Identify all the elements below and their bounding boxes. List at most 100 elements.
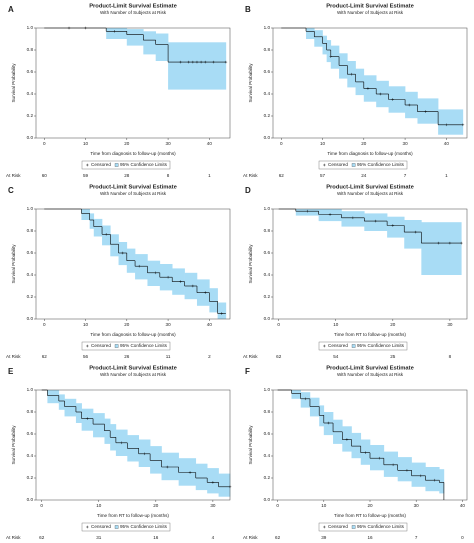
y-axis-title: Survival Probability bbox=[248, 63, 253, 103]
censored-mark bbox=[188, 471, 192, 474]
chart-subtitle: With Number of Subjects at Risk bbox=[337, 191, 404, 196]
y-tick-label: 1.0 bbox=[264, 206, 271, 211]
censored-mark bbox=[154, 271, 158, 275]
censored-mark bbox=[433, 478, 436, 482]
confidence-band bbox=[155, 33, 169, 61]
censored-mark bbox=[407, 103, 411, 107]
y-tick-label: 1.0 bbox=[264, 387, 271, 392]
y-tick-label: 0.2 bbox=[27, 475, 34, 480]
x-tick-label: 0 bbox=[276, 503, 279, 508]
confidence-band bbox=[104, 418, 111, 444]
confidence-band bbox=[178, 458, 197, 486]
confidence-band bbox=[143, 31, 157, 55]
y-tick-label: 0.8 bbox=[264, 47, 271, 52]
legend-censored-symbol bbox=[323, 163, 326, 167]
censored-mark bbox=[137, 264, 141, 268]
chart-subtitle: With Number of Subjects at Risk bbox=[337, 372, 404, 377]
at-risk-value: 11 bbox=[166, 354, 171, 359]
confidence-band bbox=[75, 403, 82, 423]
confidence-band bbox=[309, 397, 320, 417]
at-risk-value: 28 bbox=[124, 173, 130, 178]
confidence-band bbox=[110, 234, 119, 257]
censored-mark bbox=[391, 224, 395, 227]
x-tick-label: 30 bbox=[447, 322, 453, 327]
censored-mark bbox=[179, 60, 182, 64]
legend-censored-symbol bbox=[86, 344, 89, 348]
y-tick-label: 0.2 bbox=[264, 113, 271, 118]
legend-label: 95% Confidence Limits bbox=[357, 162, 405, 167]
legend-band-symbol bbox=[114, 163, 119, 167]
x-tick-label: 0 bbox=[280, 141, 283, 146]
x-tick-label: 20 bbox=[390, 322, 396, 327]
y-tick-label: 0.2 bbox=[27, 294, 34, 299]
censored-mark bbox=[179, 280, 182, 283]
legend-band-symbol bbox=[114, 344, 119, 348]
censored-mark bbox=[379, 92, 382, 96]
confidence-band bbox=[397, 457, 412, 482]
at-risk-label: At Risk bbox=[243, 173, 258, 178]
censored-mark bbox=[329, 55, 333, 58]
censored-mark bbox=[203, 60, 207, 64]
y-tick-label: 0.2 bbox=[264, 475, 271, 480]
plot-frame bbox=[272, 27, 468, 139]
x-axis-title: Time from diagnosis to follow-up (months… bbox=[90, 151, 176, 156]
x-tick-label: 30 bbox=[166, 322, 172, 327]
y-tick-label: 1.0 bbox=[27, 25, 34, 30]
x-tick-label: 40 bbox=[460, 503, 466, 508]
x-tick-label: 40 bbox=[207, 141, 213, 146]
confidence-band bbox=[330, 45, 340, 69]
censored-mark bbox=[113, 30, 116, 33]
x-tick-label: 30 bbox=[403, 141, 409, 146]
y-tick-label: 0.0 bbox=[264, 135, 271, 140]
confidence-band bbox=[81, 209, 90, 220]
y-tick-label: 0.4 bbox=[27, 91, 34, 96]
y-axis-title: Survival Probability bbox=[11, 63, 16, 103]
censored-mark bbox=[351, 216, 355, 220]
at-risk-label: At Risk bbox=[6, 354, 21, 359]
y-tick-label: 0.6 bbox=[264, 431, 271, 436]
confidence-band bbox=[439, 469, 445, 494]
confidence-band bbox=[404, 220, 422, 249]
censored-mark bbox=[166, 275, 170, 279]
censored-mark bbox=[305, 209, 309, 213]
plot-frame bbox=[35, 27, 231, 139]
censored-mark bbox=[445, 123, 448, 127]
y-tick-label: 0.2 bbox=[27, 113, 34, 118]
y-tick-label: 0.8 bbox=[27, 228, 34, 233]
confidence-band bbox=[351, 432, 362, 459]
at-risk-value: 2 bbox=[208, 354, 211, 359]
y-tick-label: 0.0 bbox=[27, 497, 34, 502]
panel-label: D bbox=[245, 186, 251, 195]
confidence-band bbox=[417, 98, 439, 124]
plot-frame bbox=[272, 208, 468, 320]
confidence-band bbox=[322, 35, 327, 55]
legend-box bbox=[81, 341, 171, 351]
y-tick-label: 0.0 bbox=[264, 316, 271, 321]
y-tick-label: 0.4 bbox=[264, 453, 271, 458]
confidence-band bbox=[150, 446, 162, 474]
legend-label: 95% Confidence Limits bbox=[357, 343, 405, 348]
at-risk-value: 31 bbox=[96, 535, 102, 540]
plot-frame bbox=[35, 389, 231, 501]
x-tick-label: 20 bbox=[367, 503, 373, 508]
x-tick-label: 30 bbox=[414, 503, 420, 508]
x-tick-label: 10 bbox=[83, 322, 89, 327]
at-risk-value: 1 bbox=[208, 173, 211, 178]
legend-box bbox=[318, 160, 408, 170]
legend-censored-symbol bbox=[86, 525, 89, 529]
at-risk-value: 4 bbox=[212, 535, 215, 540]
confidence-band bbox=[126, 29, 144, 46]
at-risk-value: 8 bbox=[167, 173, 170, 178]
censored-mark bbox=[405, 469, 409, 472]
legend-band-symbol bbox=[114, 525, 119, 529]
confidence-band bbox=[291, 390, 302, 399]
confidence-band bbox=[93, 218, 103, 237]
y-tick-label: 0.6 bbox=[264, 250, 271, 255]
legend-label: Censored bbox=[328, 343, 348, 348]
at-risk-value: 1 bbox=[445, 173, 448, 178]
confidence-band bbox=[168, 42, 227, 90]
chart-title: Product-Limit Survival Estimate bbox=[89, 366, 177, 372]
x-axis-title: Time from RT to follow-up (months) bbox=[334, 332, 406, 337]
at-risk-value: 26 bbox=[124, 354, 130, 359]
